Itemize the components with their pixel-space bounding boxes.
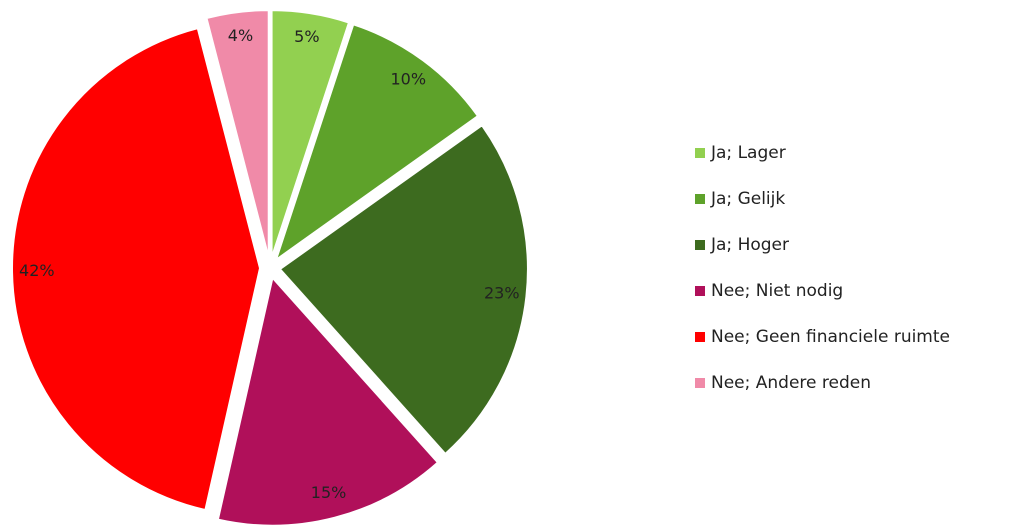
data-label: 23% xyxy=(484,283,520,302)
legend-label: Ja; Gelijk xyxy=(710,189,785,209)
legend-swatch xyxy=(695,194,705,204)
pie-slice xyxy=(11,26,262,512)
legend-label: Nee; Niet nodig xyxy=(711,281,843,301)
data-label: 4% xyxy=(228,26,253,45)
legend-label: Ja; Hoger xyxy=(710,235,789,255)
pie-slice xyxy=(216,275,440,527)
pie-slice xyxy=(205,9,270,259)
pie-slice xyxy=(270,9,351,259)
legend-swatch xyxy=(695,332,705,342)
legend-swatch xyxy=(695,148,705,158)
data-label: 10% xyxy=(390,70,426,89)
legend-swatch xyxy=(695,378,705,388)
data-label: 42% xyxy=(19,261,55,280)
data-label: 5% xyxy=(294,27,319,46)
legend-label: Nee; Geen financiele ruimte xyxy=(711,327,950,347)
legend-swatch xyxy=(695,286,705,296)
legend-label: Ja; Lager xyxy=(710,143,786,163)
legend-swatch xyxy=(695,240,705,250)
pie-slice xyxy=(274,23,480,263)
data-label: 15% xyxy=(311,483,347,502)
legend-label: Nee; Andere reden xyxy=(711,373,871,393)
pie-slice xyxy=(278,123,529,456)
